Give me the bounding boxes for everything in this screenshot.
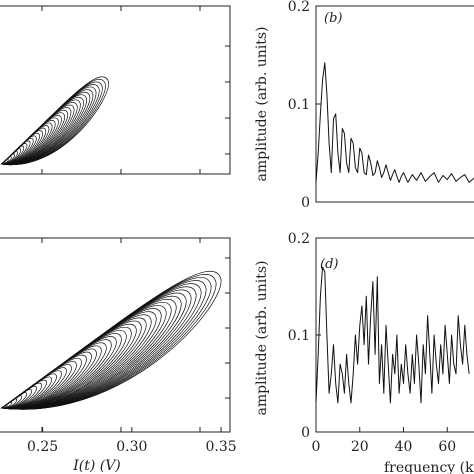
panel-d-frame [315,237,474,433]
attractor-loop [0,99,81,165]
panel-d-spectrum: (d) amplitude (arb. units) 0 0.1 0.2 0 20 40… [254,231,474,474]
panel-a-attractor [0,76,109,166]
panel-b-ylabel: amplitude (arb. units) [254,26,270,181]
attractor-loop [0,271,222,410]
x-tick-label-1: 20 [351,439,369,455]
panel-a-phase-portrait [0,5,231,175]
y-tick-label-1: 0.1 [288,97,310,113]
attractor-loop [0,295,182,410]
panel-d-xlabel: frequency (kHz) [384,460,474,474]
panel-b-series-line [315,62,474,183]
attractor-loop [0,289,192,410]
x-tick-label-0: 0 [312,439,321,455]
attractor-loop [0,76,109,166]
panel-c-frame [0,237,231,433]
panel-c-x-ticks: 0.25 0.30 0.35 [27,427,237,455]
panel-d-x-ticks: 0 20 40 60 [312,427,456,455]
panel-b-y-ticks: 0 0.1 0.2 [288,0,321,211]
x-tick-label-2: 0.35 [205,439,236,455]
attractor-loop [0,329,127,410]
attractor-loop [0,274,217,410]
attractor-loop [0,336,117,409]
attractor-loop [0,286,197,410]
y-tick-label-0: 0 [301,195,310,211]
attractor-loop [0,280,207,410]
x-tick-label-1: 0.30 [116,439,147,455]
panel-a-frame [0,5,231,175]
attractor-loop [0,326,132,410]
panel-a-ticks [41,6,230,174]
panel-c-xlabel: I(t) (V) [72,458,121,474]
panel-b-label: (b) [324,11,342,26]
attractor-loop [0,333,122,410]
panel-b-spectrum: (b) amplitude (arb. units) 0 0.1 0.2 [254,0,474,211]
attractor-loop [0,320,142,410]
y-tick-label-1: 0.1 [288,328,310,344]
x-tick-label-0: 0.25 [27,439,58,455]
attractor-loop [0,323,137,410]
panel-d-ylabel: amplitude (arb. units) [254,260,270,415]
panel-d-series-line [315,266,470,404]
y-tick-label-2: 0.2 [288,0,310,15]
panel-c-phase-portrait: 0.25 0.30 0.35 I(t) (V) [0,237,237,474]
y-tick-label-2: 0.2 [288,231,310,247]
panel-c-attractor [0,271,222,410]
attractor-loop [0,102,78,165]
panel-d-label: (d) [320,257,338,272]
x-tick-label-2: 40 [395,439,413,455]
y-tick-label-0: 0 [301,425,310,441]
attractor-loop [0,277,212,410]
panel-c-ticks [41,238,230,432]
x-tick-label-3: 60 [438,439,456,455]
panel-d-y-ticks: 0 0.1 0.2 [288,231,321,441]
